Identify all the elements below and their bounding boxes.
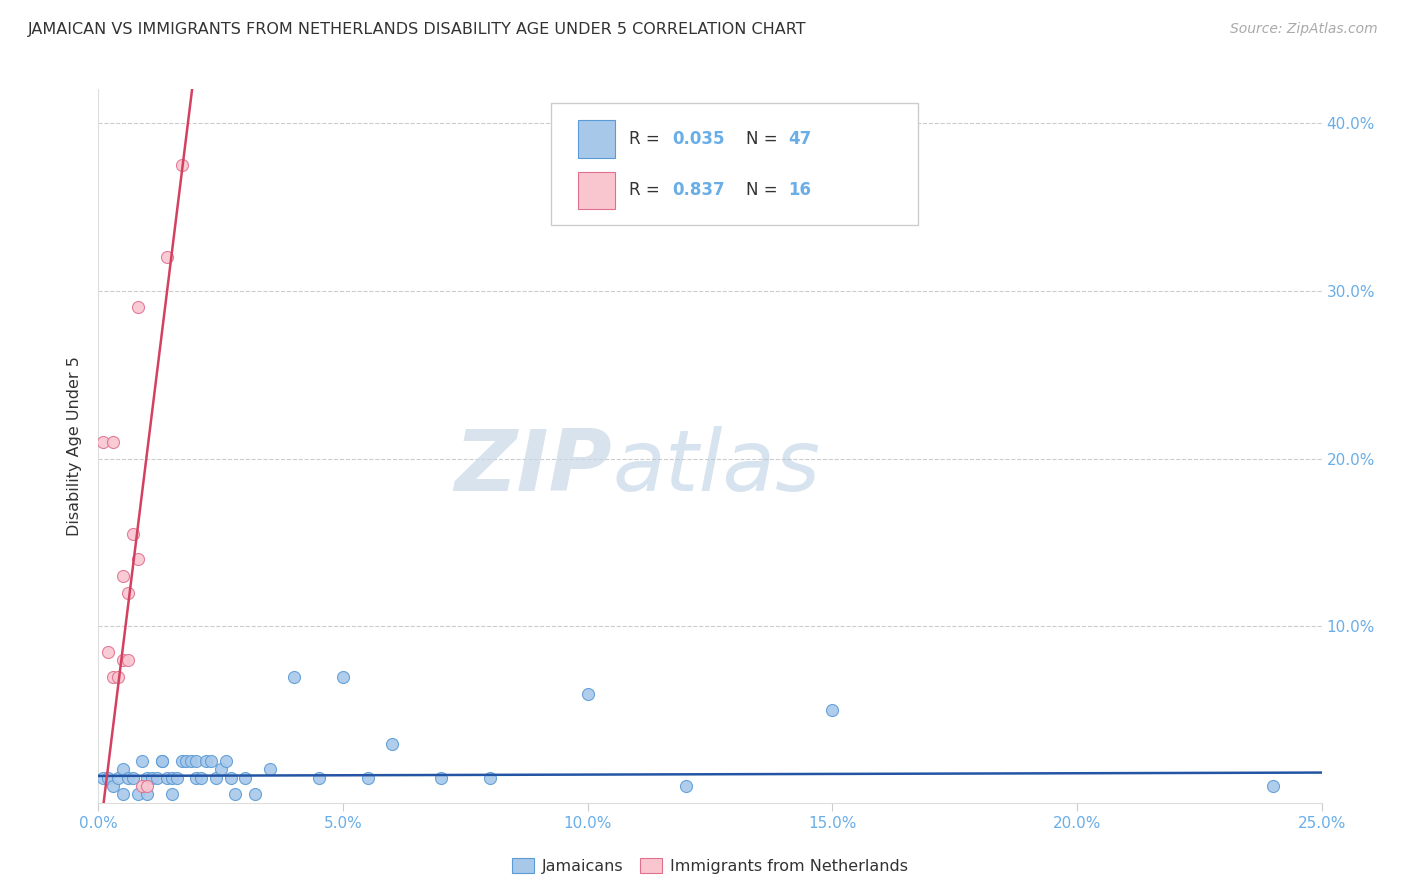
Text: N =: N =: [745, 130, 782, 148]
Point: [117, 653, 139, 667]
Text: 47: 47: [789, 130, 811, 148]
Point: [308, 771, 330, 785]
Point: [131, 779, 153, 793]
Point: [209, 762, 232, 776]
Point: [136, 788, 159, 802]
Point: [97, 645, 120, 659]
Point: [150, 754, 173, 768]
Point: [259, 762, 281, 776]
Point: [186, 771, 208, 785]
Point: [176, 754, 198, 768]
Point: [111, 788, 134, 802]
Text: 0.837: 0.837: [672, 181, 724, 199]
Point: [150, 754, 173, 768]
Text: atlas: atlas: [612, 425, 820, 509]
Point: [160, 788, 183, 802]
Point: [195, 754, 218, 768]
Text: 0.035: 0.035: [672, 130, 724, 148]
Y-axis label: Disability Age Under 5: Disability Age Under 5: [67, 356, 83, 536]
Point: [186, 754, 208, 768]
Point: [224, 788, 246, 802]
Text: R =: R =: [630, 130, 665, 148]
Point: [131, 754, 153, 768]
Point: [1261, 779, 1284, 793]
Point: [430, 771, 453, 785]
Point: [200, 754, 222, 768]
Point: [117, 771, 139, 785]
Point: [111, 653, 134, 667]
Point: [381, 737, 404, 751]
Point: [219, 771, 242, 785]
Point: [136, 779, 159, 793]
Point: [160, 771, 183, 785]
Point: [141, 771, 163, 785]
Point: [156, 250, 179, 264]
Point: [170, 158, 193, 172]
Legend: Jamaicans, Immigrants from Netherlands: Jamaicans, Immigrants from Netherlands: [506, 852, 914, 880]
Text: 16: 16: [789, 181, 811, 199]
Point: [821, 703, 844, 717]
Point: [91, 771, 114, 785]
Text: R =: R =: [630, 181, 665, 199]
Point: [156, 771, 179, 785]
Text: N =: N =: [745, 181, 782, 199]
Point: [111, 762, 134, 776]
Point: [283, 670, 305, 684]
Point: [91, 434, 114, 449]
Point: [101, 779, 124, 793]
Point: [97, 771, 120, 785]
Point: [180, 754, 202, 768]
Point: [107, 670, 129, 684]
Point: [127, 301, 149, 315]
Point: [111, 569, 134, 583]
Text: Source: ZipAtlas.com: Source: ZipAtlas.com: [1230, 22, 1378, 37]
Point: [127, 788, 149, 802]
Point: [205, 771, 228, 785]
Point: [478, 771, 501, 785]
Point: [576, 687, 599, 701]
Text: JAMAICAN VS IMMIGRANTS FROM NETHERLANDS DISABILITY AGE UNDER 5 CORRELATION CHART: JAMAICAN VS IMMIGRANTS FROM NETHERLANDS …: [28, 22, 807, 37]
Point: [127, 552, 149, 566]
Point: [166, 771, 188, 785]
FancyBboxPatch shape: [578, 120, 614, 158]
Point: [136, 771, 159, 785]
Point: [101, 670, 124, 684]
Point: [146, 771, 169, 785]
FancyBboxPatch shape: [578, 171, 614, 209]
Point: [170, 754, 193, 768]
Point: [332, 670, 354, 684]
Point: [243, 788, 266, 802]
Point: [117, 586, 139, 600]
Point: [356, 771, 378, 785]
Text: ZIP: ZIP: [454, 425, 612, 509]
Point: [214, 754, 236, 768]
Point: [190, 771, 212, 785]
Point: [121, 771, 143, 785]
Point: [101, 434, 124, 449]
FancyBboxPatch shape: [551, 103, 918, 225]
Point: [107, 771, 129, 785]
Point: [675, 779, 697, 793]
Point: [233, 771, 256, 785]
Point: [121, 527, 143, 541]
